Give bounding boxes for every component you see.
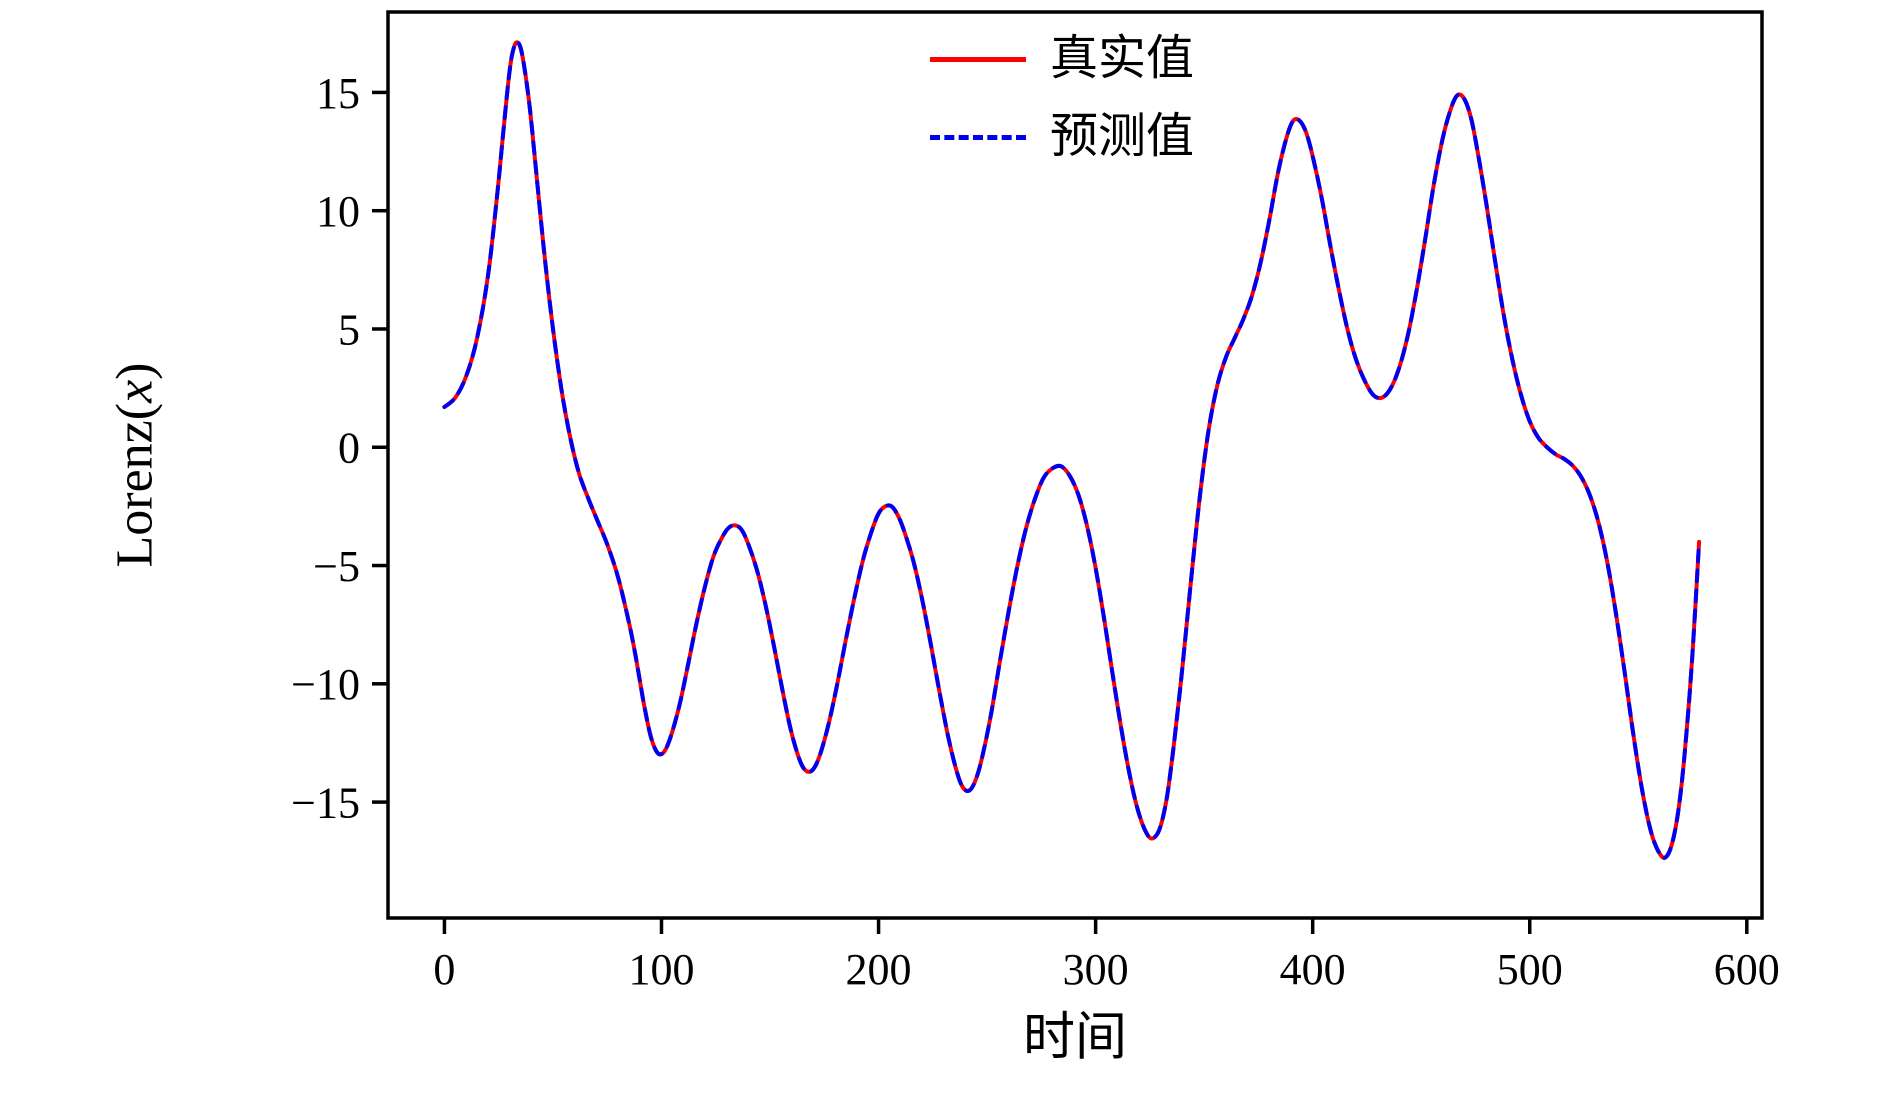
y-tick-label: −15 xyxy=(291,778,360,827)
true-line-sample-icon xyxy=(930,56,1026,62)
pred-line-sample-icon xyxy=(930,134,1026,140)
x-tick-label: 300 xyxy=(1063,945,1129,994)
legend-entry-true: 真实值 xyxy=(930,26,1194,92)
y-tick-label: 5 xyxy=(338,305,360,354)
legend: 真实值 预测值 xyxy=(930,26,1194,170)
x-tick-label: 400 xyxy=(1280,945,1346,994)
y-tick-label: −10 xyxy=(291,660,360,709)
legend-entry-pred: 预测值 xyxy=(930,104,1194,170)
y-axis-label-prefix: Lorenz( xyxy=(106,402,164,568)
y-axis-label-suffix: ) xyxy=(106,362,164,380)
y-axis-label: Lorenz(x) xyxy=(106,363,165,568)
x-axis-label: 时间 xyxy=(1022,1009,1128,1067)
y-axis-label-variable: x xyxy=(106,379,164,403)
series-path-1 xyxy=(442,40,1702,860)
y-tick-label: −5 xyxy=(313,542,360,591)
x-tick-label: 200 xyxy=(846,945,912,994)
y-tick-label: 15 xyxy=(316,69,360,118)
y-tick-label: 10 xyxy=(316,187,360,236)
x-tick-label: 500 xyxy=(1497,945,1563,994)
legend-label-pred: 预测值 xyxy=(1050,110,1195,163)
x-tick-label: 100 xyxy=(628,945,694,994)
x-tick-label: 600 xyxy=(1714,945,1780,994)
y-tick-label: 0 xyxy=(338,424,360,473)
legend-label-true: 真实值 xyxy=(1050,32,1195,85)
axis-frame xyxy=(386,10,1764,920)
x-tick-label: 0 xyxy=(433,945,455,994)
